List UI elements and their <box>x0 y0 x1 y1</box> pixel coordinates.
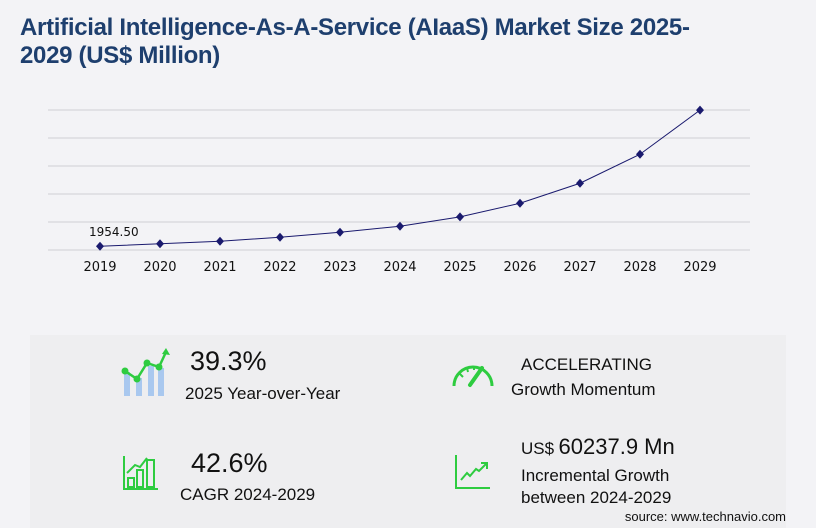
incremental-value: 60237.9 Mn <box>558 434 675 459</box>
bar-chart-icon <box>123 456 158 490</box>
chart-title: Artificial Intelligence-As-A-Service (AI… <box>20 14 690 69</box>
incremental-label-2: between 2024-2029 <box>521 488 672 507</box>
trend-line-icon <box>455 455 490 489</box>
x-tick-label: 2024 <box>383 260 416 275</box>
cagr-value: 42.6% <box>191 448 268 478</box>
x-tick-label: 2026 <box>503 260 536 275</box>
x-tick-label: 2027 <box>563 260 596 275</box>
x-tick-label: 2025 <box>443 260 476 275</box>
x-tick-label: 2023 <box>323 260 356 275</box>
line-chart: 2019 2020 2021 2022 2023 2024 2025 2026 2027 2028… <box>48 105 750 275</box>
speedometer-icon <box>452 365 494 387</box>
x-tick-label: 2020 <box>143 260 176 275</box>
data-point <box>396 221 404 231</box>
x-tick-label: 2022 <box>263 260 296 275</box>
x-tick-label: 2028 <box>623 260 656 275</box>
yoy-label: 2025 Year-over-Year <box>185 384 341 403</box>
data-point <box>96 241 104 251</box>
data-point <box>456 212 464 222</box>
momentum-value: ACCELERATING <box>521 355 652 374</box>
incremental-label-1: Incremental Growth <box>521 466 670 485</box>
data-point <box>696 105 704 115</box>
data-point <box>516 198 524 208</box>
incremental-value-row: US$ 60237.9 Mn <box>521 434 675 460</box>
source-text: source: www.technavio.com <box>624 509 786 524</box>
x-tick-label: 2029 <box>683 260 716 275</box>
currency-prefix: US$ <box>521 439 555 458</box>
cagr-label: CAGR 2024-2029 <box>180 485 316 504</box>
momentum-label: Growth Momentum <box>511 380 656 399</box>
yoy-value: 39.3% <box>190 346 267 376</box>
data-point <box>216 236 224 246</box>
data-label-2019: 1954.50 <box>89 225 139 239</box>
data-point <box>636 149 644 159</box>
data-point <box>276 232 284 242</box>
data-point <box>576 178 584 188</box>
data-point <box>336 227 344 237</box>
x-tick-label: 2021 <box>203 260 236 275</box>
growth-chart-icon <box>121 348 170 396</box>
data-point <box>156 239 164 249</box>
x-tick-label: 2019 <box>83 260 116 275</box>
